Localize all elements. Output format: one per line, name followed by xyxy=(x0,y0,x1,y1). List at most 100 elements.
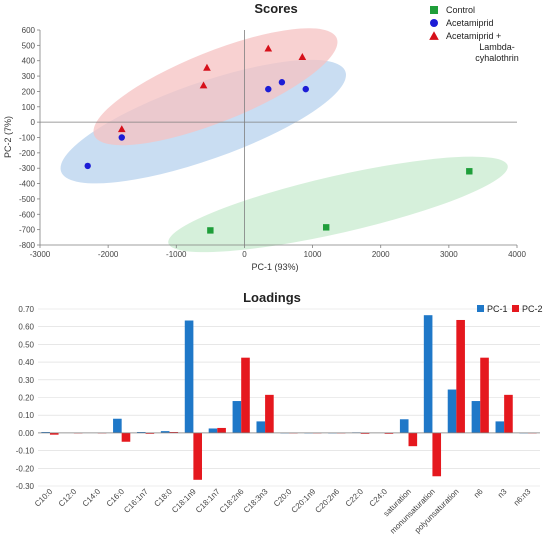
scores-point-circle xyxy=(118,134,125,141)
scores-point-square xyxy=(323,224,330,231)
loadings-y-tick-label: -0.10 xyxy=(16,447,35,456)
bar-pc-2 xyxy=(121,432,131,442)
scores-y-tick-label: 100 xyxy=(22,103,36,112)
bar-pc-2 xyxy=(217,427,226,433)
scores-x-tick-label: 2000 xyxy=(372,250,390,259)
legend-swatch-pc-1 xyxy=(477,305,484,312)
loadings-category-label: C12:0 xyxy=(57,487,79,509)
loadings-category-label: C18:1n7 xyxy=(194,487,222,515)
loadings-legend-label: PC-2 xyxy=(522,304,543,314)
scores-x-tick-label: 3000 xyxy=(440,250,458,259)
scores-point-circle xyxy=(265,85,272,93)
bar-pc-2 xyxy=(360,432,370,434)
scores-points xyxy=(84,44,473,234)
scores-x-tick-label: -3000 xyxy=(30,250,51,259)
bar-pc-2 xyxy=(456,319,465,433)
scores-x-tick-label: -1000 xyxy=(166,250,187,259)
loadings-category-label: C20:1n9 xyxy=(290,487,318,515)
scores-y-tick-label: 0 xyxy=(31,118,36,127)
bar-pc-2 xyxy=(432,432,442,477)
loadings-y-tick-label: 0.60 xyxy=(18,323,34,332)
loadings-category-label: C20:0 xyxy=(272,487,294,509)
loadings-category-label: C16:0 xyxy=(105,487,127,509)
bar-pc-2 xyxy=(241,357,250,433)
loadings-category-label: polyunsaturation xyxy=(413,487,461,535)
bar-pc-1 xyxy=(256,421,266,433)
loadings-category-label: C20:2n6 xyxy=(313,487,341,515)
legend-triangle-icon xyxy=(429,31,439,40)
loadings-title: Loadings xyxy=(243,290,301,305)
bar-pc-1 xyxy=(232,401,242,433)
scores-point-square xyxy=(466,168,473,175)
scores-point-triangle xyxy=(203,63,211,71)
loadings-category-label: C14:0 xyxy=(81,487,103,509)
bar-pc-1 xyxy=(136,432,146,433)
confidence-ellipse-0 xyxy=(168,156,508,253)
scores-point-triangle xyxy=(298,53,307,60)
scores-legend-label: Control xyxy=(446,5,475,15)
scores-y-tick-label: 300 xyxy=(22,72,36,81)
loadings-category-label: C18:1n9 xyxy=(170,487,198,515)
scores-legend-label: Lambda- xyxy=(479,42,515,52)
loadings-y-tick-label: 0.00 xyxy=(18,429,34,438)
bar-pc-1 xyxy=(41,432,50,433)
scores-ellipses xyxy=(60,28,508,253)
bar-pc-2 xyxy=(504,394,513,433)
scores-x-tick-label: 0 xyxy=(242,250,247,259)
scores-legend-label: Acetamiprid xyxy=(446,18,494,28)
loadings-category-label: C16:1n7 xyxy=(122,487,150,515)
loadings-category-label: C24:0 xyxy=(368,487,390,509)
scores-point-triangle xyxy=(199,81,208,89)
loadings-y-tick-label: -0.20 xyxy=(16,464,35,473)
bar-pc-2 xyxy=(408,432,418,447)
loadings-y-tick-label: 0.70 xyxy=(18,305,34,314)
bar-pc-1 xyxy=(447,389,457,433)
bar-pc-1 xyxy=(160,431,170,433)
scores-point-circle xyxy=(302,85,309,93)
scores-y-tick-label: -800 xyxy=(19,241,36,250)
scores-y-tick-label: 200 xyxy=(22,87,36,96)
bar-pc-2 xyxy=(49,432,59,435)
legend-circle-icon xyxy=(430,19,438,27)
legend-square-icon xyxy=(430,6,438,14)
loadings-category-label: n6:n3 xyxy=(512,487,533,508)
bar-pc-2 xyxy=(480,357,489,433)
loadings-y-tick-label: 0.30 xyxy=(18,376,34,385)
bar-pc-1 xyxy=(399,419,409,433)
scores-title: Scores xyxy=(254,1,297,16)
loadings-category-label: C10:0 xyxy=(33,487,55,509)
scores-y-tick-label: -200 xyxy=(19,149,36,158)
scores-point-square xyxy=(207,227,214,234)
scores-x-tick-label: 4000 xyxy=(508,250,526,259)
scores-y-tick-label: -300 xyxy=(19,164,36,173)
scores-y-axis-label: PC-2 (7%) xyxy=(3,116,13,158)
loadings-y-tick-label: 0.40 xyxy=(18,358,34,367)
bar-pc-1 xyxy=(423,315,433,433)
bar-pc-2 xyxy=(265,394,274,433)
loadings-y-tick-label: -0.30 xyxy=(16,482,35,491)
bar-pc-1 xyxy=(184,320,194,433)
legend-swatch-pc-2 xyxy=(512,305,519,312)
scores-y-tick-label: -500 xyxy=(19,195,36,204)
loadings-category-label: C22:0 xyxy=(344,487,366,509)
scores-y-tick-label: 600 xyxy=(22,26,36,35)
scores-x-tick-label: -2000 xyxy=(98,250,119,259)
scores-axes: -3000 -2000 -1000 0 1000 2000 3000 400060050040… xyxy=(19,26,526,259)
loadings-category-label: C18:0 xyxy=(152,487,174,509)
loadings-y-tick-label: 0.10 xyxy=(18,411,34,420)
loadings-legend-label: PC-1 xyxy=(487,304,508,314)
bar-pc-1 xyxy=(113,418,122,433)
loadings-y-tick-label: 0.50 xyxy=(18,340,34,349)
scores-y-tick-label: 500 xyxy=(22,41,36,50)
scores-y-tick-label: -400 xyxy=(19,180,36,189)
scores-legend-label: Acetamiprid + xyxy=(446,31,501,41)
scores-y-tick-label: 400 xyxy=(22,57,36,66)
scores-point-circle xyxy=(278,79,286,86)
loadings-category-label: C18:2n6 xyxy=(218,487,246,515)
loadings-y-tick-label: 0.20 xyxy=(18,394,34,403)
loadings-legend: PC-1 PC-2 xyxy=(477,304,543,314)
loadings-category-label: C18:3n3 xyxy=(242,487,270,515)
bar-pc-2 xyxy=(384,432,394,434)
